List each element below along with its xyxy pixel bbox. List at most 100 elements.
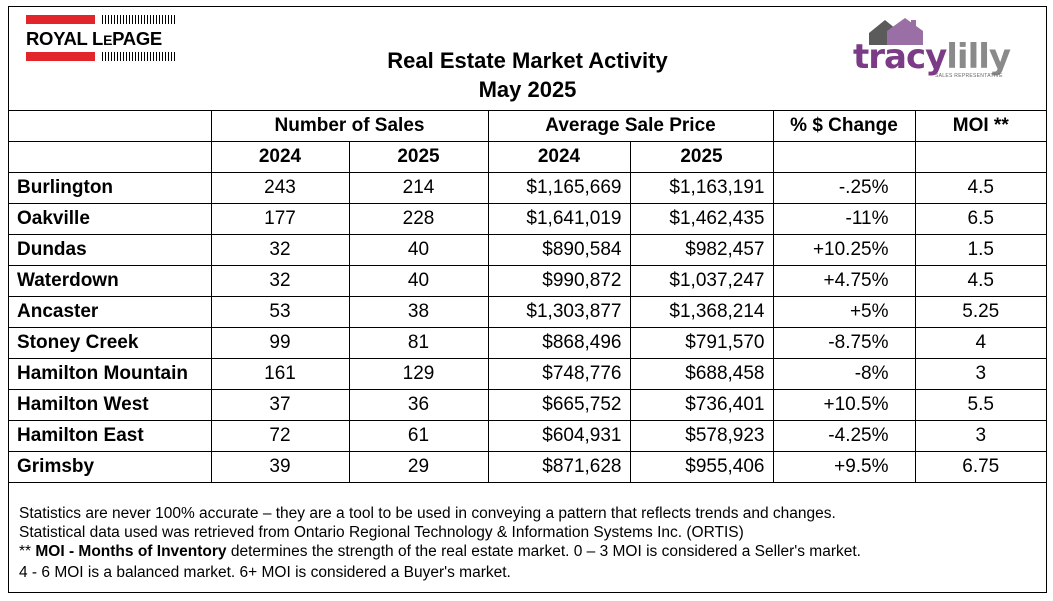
sales-2024-cell: 32 <box>210 234 350 266</box>
sales-2025-cell: 214 <box>348 172 489 204</box>
city-cell: Grimsby <box>9 451 212 483</box>
percent-change-cell: -8.75% <box>772 327 916 359</box>
percent-change-cell: +9.5% <box>772 451 916 483</box>
city-cell: Burlington <box>9 172 212 204</box>
price-2025-cell: $982,457 <box>629 234 774 266</box>
table-row: Oakville 177 228 $1,641,019 $1,462,435 -11% 6.… <box>9 203 1046 235</box>
price-2024-cell: $890,584 <box>487 234 631 266</box>
tracylilly-part1: tracy <box>853 37 947 77</box>
percent-change-cell: -8% <box>772 358 916 390</box>
moi-cell: 3 <box>914 420 1046 452</box>
table-row: Stoney Creek 99 81 $868,496 $791,570 -8.75% 4 <box>9 327 1046 359</box>
table-row: Hamilton West 37 36 $665,752 $736,401 +10.5% 5… <box>9 389 1046 421</box>
percent-change-cell: -4.25% <box>772 420 916 452</box>
sales-2025-cell: 61 <box>348 420 489 452</box>
tracylilly-wordmark: tracylilly <box>853 37 1011 77</box>
price-2024-cell: $868,496 <box>487 327 631 359</box>
price-2025-cell: $736,401 <box>629 389 774 421</box>
table-row: Hamilton East 72 61 $604,931 $578,923 -4.25% 3 <box>9 420 1046 452</box>
price-2024-cell: $665,752 <box>487 389 631 421</box>
header-price-2025: 2025 <box>629 141 774 173</box>
city-cell: Hamilton East <box>9 420 212 452</box>
logo-red-band <box>26 15 95 24</box>
price-2025-cell: $688,458 <box>629 358 774 390</box>
price-2024-cell: $990,872 <box>487 265 631 297</box>
sales-2025-cell: 40 <box>348 265 489 297</box>
table-row: Ancaster 53 38 $1,303,877 $1,368,214 +5% 5.25 <box>9 296 1046 328</box>
sales-2024-cell: 161 <box>210 358 350 390</box>
logo-text-main: ROYAL L <box>26 28 104 49</box>
city-cell: Hamilton Mountain <box>9 358 212 390</box>
city-cell: Waterdown <box>9 265 212 297</box>
header-number-of-sales: Number of Sales <box>210 110 489 142</box>
table-row: Burlington 243 214 $1,165,669 $1,163,191 -.25… <box>9 172 1046 204</box>
sales-2025-cell: 40 <box>348 234 489 266</box>
logo-tick-pattern <box>102 52 176 61</box>
footnote-asterisks: ** <box>19 543 36 560</box>
footnote-balanced-market: 4 - 6 MOI is a balanced market. 6+ MOI i… <box>19 564 511 581</box>
city-cell: Ancaster <box>9 296 212 328</box>
price-2025-cell: $791,570 <box>629 327 774 359</box>
table-row: Grimsby 39 29 $871,628 $955,406 +9.5% 6.75 <box>9 451 1046 483</box>
logo-bottom-bar <box>26 52 176 61</box>
header-moi: MOI ** <box>914 110 1046 142</box>
moi-cell: 6.5 <box>914 203 1046 235</box>
header-sales-2025: 2025 <box>348 141 489 173</box>
sales-2024-cell: 177 <box>210 203 350 235</box>
sales-2024-cell: 39 <box>210 451 350 483</box>
header-blank <box>914 141 1046 173</box>
moi-cell: 3 <box>914 358 1046 390</box>
price-2025-cell: $1,163,191 <box>629 172 774 204</box>
sales-2025-cell: 81 <box>348 327 489 359</box>
header-price-2024: 2024 <box>487 141 631 173</box>
footnote-moi-rest: determines the strength of the real esta… <box>226 543 861 560</box>
city-cell: Dundas <box>9 234 212 266</box>
moi-cell: 6.75 <box>914 451 1046 483</box>
logo-text-small: E <box>103 32 113 48</box>
logo-wordmark: ROYAL LEPAGE <box>26 28 162 50</box>
moi-cell: 5.5 <box>914 389 1046 421</box>
percent-change-cell: +5% <box>772 296 916 328</box>
sales-2024-cell: 37 <box>210 389 350 421</box>
sales-2025-cell: 38 <box>348 296 489 328</box>
sales-2024-cell: 243 <box>210 172 350 204</box>
price-2025-cell: $1,368,214 <box>629 296 774 328</box>
year-header-row: 2024 2025 2024 2025 <box>9 141 1046 173</box>
price-2025-cell: $1,462,435 <box>629 203 774 235</box>
footnote-accuracy: Statistics are never 100% accurate – the… <box>19 505 836 522</box>
price-2024-cell: $748,776 <box>487 358 631 390</box>
tracylilly-part2: lilly <box>946 37 1011 77</box>
price-2025-cell: $955,406 <box>629 451 774 483</box>
footnote-moi-term: MOI - Months of Inventory <box>35 543 227 560</box>
tracylilly-tagline: SALES REPRESENTATIVE <box>935 73 1003 79</box>
price-2025-cell: $1,037,247 <box>629 265 774 297</box>
city-cell: Hamilton West <box>9 389 212 421</box>
header-blank <box>9 141 212 173</box>
table-row: Waterdown 32 40 $990,872 $1,037,247 +4.75% 4.5 <box>9 265 1046 297</box>
percent-change-cell: -.25% <box>772 172 916 204</box>
tracylilly-logo: tracylilly SALES REPRESENTATIVE <box>849 17 1011 79</box>
logo-text-end: PAGE <box>112 28 162 49</box>
page-subtitle: May 2025 <box>478 77 577 102</box>
royal-lepage-logo: ROYAL LEPAGE <box>26 15 176 63</box>
sales-2025-cell: 129 <box>348 358 489 390</box>
price-2024-cell: $1,641,019 <box>487 203 631 235</box>
group-header-row: Number of Sales Average Sale Price % $ C… <box>9 110 1046 142</box>
table-row: Dundas 32 40 $890,584 $982,457 +10.25% 1.5 <box>9 234 1046 266</box>
city-cell: Oakville <box>9 203 212 235</box>
moi-cell: 4.5 <box>914 265 1046 297</box>
price-2024-cell: $1,303,877 <box>487 296 631 328</box>
price-2024-cell: $871,628 <box>487 451 631 483</box>
moi-cell: 1.5 <box>914 234 1046 266</box>
header-average-sale-price: Average Sale Price <box>487 110 774 142</box>
percent-change-cell: +10.5% <box>772 389 916 421</box>
logo-red-band <box>26 52 95 61</box>
percent-change-cell: +10.25% <box>772 234 916 266</box>
sales-2024-cell: 72 <box>210 420 350 452</box>
sales-2024-cell: 32 <box>210 265 350 297</box>
header-blank <box>9 110 212 142</box>
market-table: Number of Sales Average Sale Price % $ C… <box>9 110 1046 483</box>
moi-cell: 4 <box>914 327 1046 359</box>
moi-cell: 4.5 <box>914 172 1046 204</box>
moi-cell: 5.25 <box>914 296 1046 328</box>
